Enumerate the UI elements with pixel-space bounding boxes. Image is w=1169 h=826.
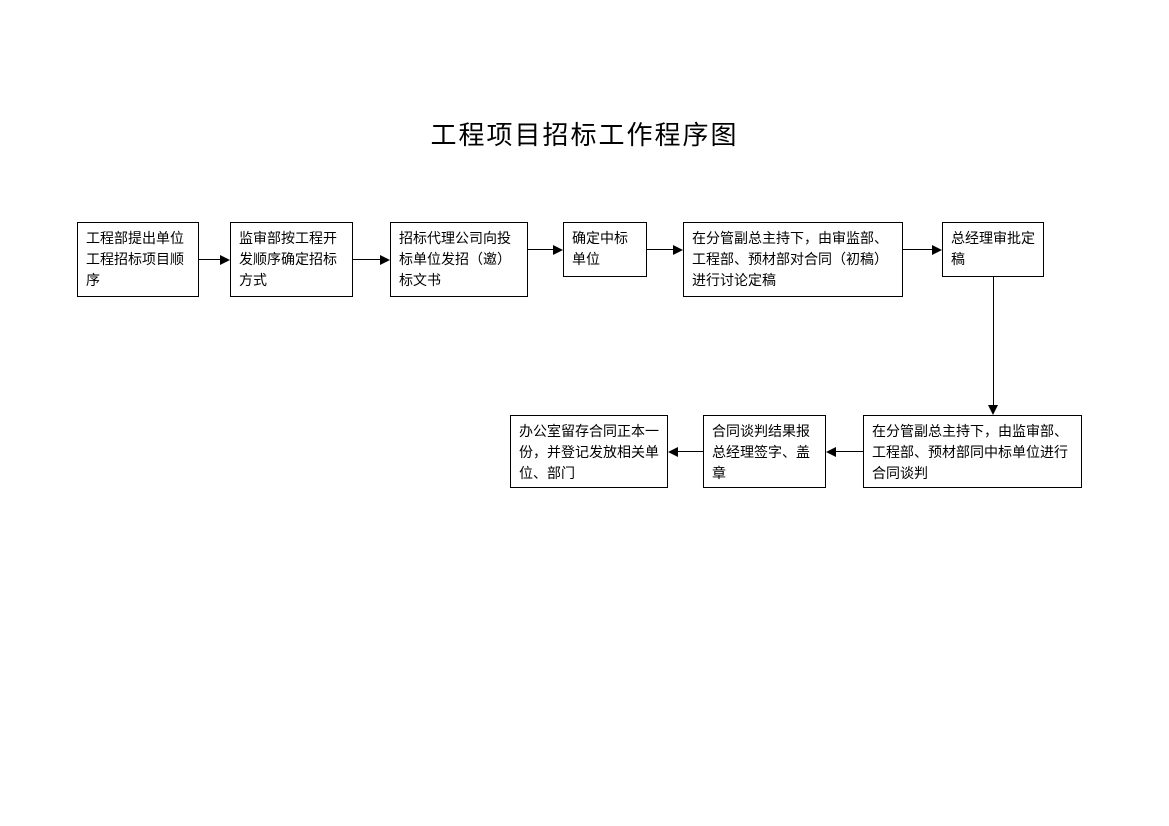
arrow-head-icon [932,245,942,255]
flow-node-n3: 招标代理公司向投标单位发招（邀）标文书 [390,222,528,297]
flow-node-n7: 在分管副总主持下，由监审部、工程部、预材部同中标单位进行合同谈判 [863,415,1082,488]
arrow-head-icon [220,255,230,265]
flow-edge [676,451,703,452]
flow-edge [993,277,994,407]
flow-node-n1: 工程部提出单位工程招标项目顺序 [77,222,199,297]
arrow-head-icon [988,405,998,415]
flow-edge [199,259,222,260]
flow-node-n2: 监审部按工程开发顺序确定招标方式 [230,222,353,297]
flow-edge [903,249,934,250]
flow-node-n9: 办公室留存合同正本一份，并登记发放相关单位、部门 [510,415,668,488]
flow-node-n5: 在分管副总主持下，由审监部、工程部、预材部对合同（初稿）进行讨论定稿 [683,222,903,297]
arrow-head-icon [826,447,836,457]
arrow-head-icon [668,447,678,457]
flow-edge [834,451,863,452]
page-title: 工程项目招标工作程序图 [0,115,1169,152]
flow-edge [528,249,555,250]
flow-edge [647,249,675,250]
arrow-head-icon [553,245,563,255]
arrow-head-icon [380,255,390,265]
flow-node-n6: 总经理审批定稿 [942,222,1044,277]
flow-node-n8: 合同谈判结果报总经理签字、盖章 [703,415,826,488]
arrow-head-icon [673,245,683,255]
flow-node-n4: 确定中标单位 [563,222,647,277]
flow-edge [353,259,382,260]
